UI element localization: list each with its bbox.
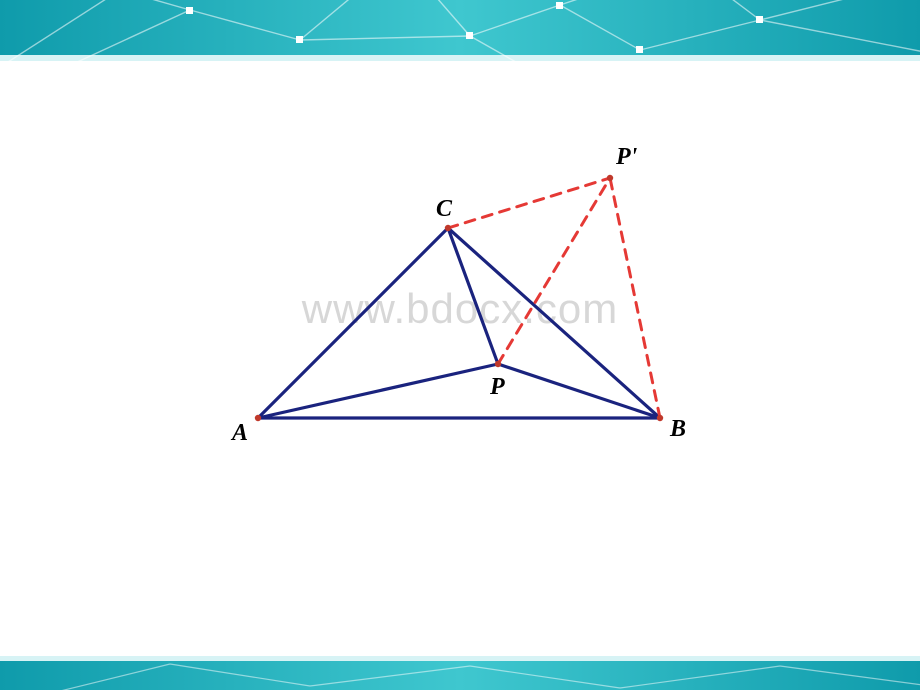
vertex-label-A: A	[232, 420, 248, 447]
vertex-label-B: B	[670, 416, 686, 443]
vertex-label-P: P	[490, 374, 505, 401]
edge-A-P	[258, 364, 498, 418]
geometry-diagram	[0, 0, 920, 690]
slide-border-bottom	[0, 656, 920, 690]
vertex-label-C: C	[436, 196, 452, 223]
edge-C-A	[258, 228, 448, 418]
edge-B-C	[448, 228, 660, 418]
vertex-Pp	[607, 175, 613, 181]
vertex-label-Pp: P'	[616, 144, 637, 171]
vertex-B	[657, 415, 663, 421]
vertex-P	[495, 361, 501, 367]
vertex-A	[255, 415, 261, 421]
edge-P-Pp	[498, 178, 610, 364]
edge-B-P	[498, 364, 660, 418]
vertex-C	[445, 225, 451, 231]
